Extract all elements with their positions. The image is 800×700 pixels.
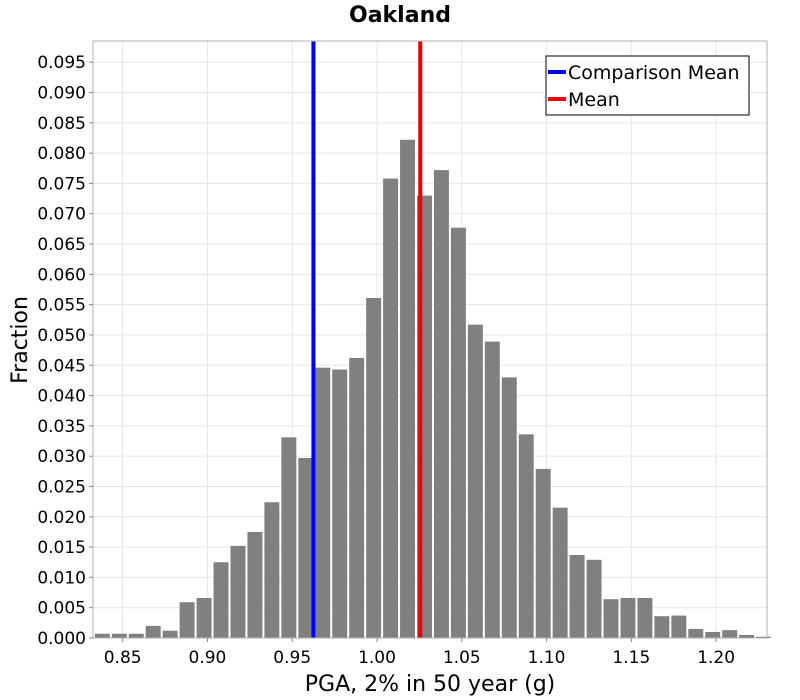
- y-axis-label: Fraction: [8, 296, 33, 384]
- y-tick-label: 0.025: [37, 477, 86, 497]
- y-axis-ticks: 0.000 0.005 0.010 0.015 0.020 0.025 0.030 0.035…: [37, 53, 93, 649]
- histogram-bar: [484, 341, 500, 638]
- histogram-bar: [281, 437, 297, 638]
- y-tick-label: 0.055: [37, 296, 86, 316]
- histogram-bar: [586, 559, 602, 638]
- histogram-bar: [264, 502, 280, 638]
- x-tick-label: 1.20: [697, 648, 735, 668]
- y-tick-label: 0.065: [37, 235, 86, 255]
- y-tick-label: 0.015: [37, 538, 86, 558]
- histogram-bar: [654, 616, 670, 638]
- histogram-bar: [94, 633, 110, 638]
- histogram-bar: [620, 597, 636, 638]
- y-tick-label: 0.010: [37, 568, 86, 588]
- y-tick-label: 0.050: [37, 326, 86, 346]
- histogram-bar: [433, 170, 449, 638]
- y-tick-label: 0.020: [37, 508, 86, 528]
- histogram-bar: [450, 227, 466, 638]
- y-tick-label: 0.070: [37, 205, 86, 225]
- histogram-bar: [569, 554, 585, 638]
- x-tick-label: 1.00: [358, 648, 396, 668]
- histogram-bar: [552, 507, 568, 638]
- legend-label-mean: Mean: [568, 89, 620, 111]
- y-tick-label: 0.035: [37, 417, 86, 437]
- histogram-bar: [213, 562, 229, 638]
- y-tick-label: 0.080: [37, 144, 86, 164]
- legend: Comparison Mean Mean: [545, 55, 750, 116]
- histogram-bar: [179, 602, 195, 638]
- y-tick-label: 0.040: [37, 387, 86, 407]
- histogram-bar: [637, 597, 653, 638]
- histogram-bar: [230, 545, 246, 638]
- histogram-bar: [671, 615, 687, 638]
- y-tick-label: 0.005: [37, 599, 86, 619]
- reference-lines: [311, 41, 423, 638]
- y-tick-label: 0.060: [37, 265, 86, 285]
- x-tick-label: 0.85: [104, 648, 142, 668]
- x-axis-label: PGA, 2% in 50 year (g): [305, 672, 556, 697]
- histogram-bar: [688, 628, 704, 638]
- y-tick-label: 0.075: [37, 174, 86, 194]
- histogram-bar: [518, 434, 534, 638]
- x-tick-label: 0.95: [273, 648, 311, 668]
- histogram-bar: [128, 633, 144, 638]
- x-tick-label: 0.90: [189, 648, 227, 668]
- y-tick-label: 0.090: [37, 84, 86, 104]
- histogram-bar: [145, 625, 161, 638]
- histogram-bar: [332, 369, 348, 638]
- histogram-bar: [400, 139, 416, 638]
- plot-area-frame: [92, 40, 768, 639]
- histogram-bars: [94, 139, 772, 639]
- histogram-bar: [383, 178, 399, 638]
- y-tick-label: 0.085: [37, 114, 86, 134]
- histogram-bar: [315, 367, 331, 638]
- y-tick-label: 0.030: [37, 447, 86, 467]
- histogram-bar: [501, 377, 517, 638]
- histogram-bar: [366, 297, 382, 638]
- legend-label-comparison-mean: Comparison Mean: [568, 62, 740, 84]
- y-tick-label: 0.095: [37, 53, 86, 73]
- histogram-bar: [247, 531, 263, 638]
- histogram-bar: [722, 630, 738, 638]
- histogram-bar: [349, 357, 365, 638]
- x-axis-ticks: 0.85 0.90 0.95 1.00 1.05 1.10 1.15 1.20: [104, 638, 735, 668]
- x-tick-label: 1.15: [612, 648, 650, 668]
- x-tick-label: 1.05: [443, 648, 481, 668]
- x-tick-label: 1.10: [528, 648, 566, 668]
- chart-title: Oakland: [349, 3, 451, 28]
- histogram-bar: [162, 630, 178, 638]
- histogram-bar: [739, 634, 755, 638]
- histogram-bar: [535, 468, 551, 638]
- histogram-bar: [196, 597, 212, 638]
- y-tick-label: 0.045: [37, 356, 86, 376]
- histogram-bar: [298, 457, 314, 638]
- histogram-bar: [467, 324, 483, 638]
- histogram-bar: [705, 631, 721, 638]
- histogram-bar: [603, 599, 619, 638]
- y-tick-label: 0.000: [37, 629, 86, 649]
- legend-box: [545, 55, 750, 116]
- histogram-bar: [756, 636, 772, 638]
- histogram-bar: [111, 633, 127, 638]
